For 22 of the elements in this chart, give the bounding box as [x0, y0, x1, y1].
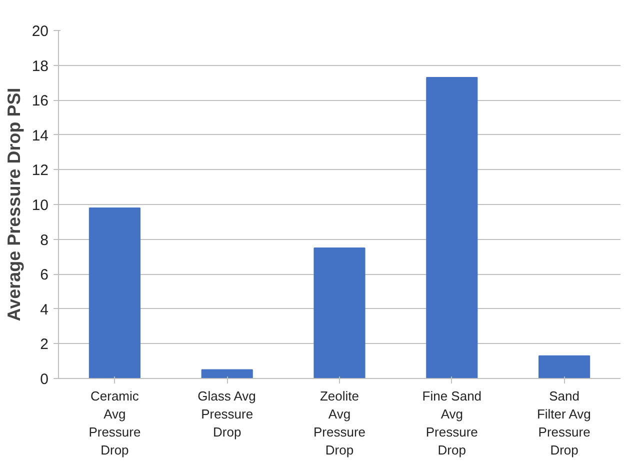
- bar: [426, 76, 478, 378]
- bar: [201, 369, 253, 378]
- bar: [314, 248, 366, 378]
- y-tick-label: 14: [32, 127, 49, 144]
- y-tick-label: 18: [32, 58, 49, 75]
- y-tick-label: 2: [40, 336, 48, 354]
- y-tick-label: 8: [40, 232, 48, 249]
- x-tick-label: Glass Avg Pressure Drop: [198, 388, 256, 440]
- y-axis-title: Average Pressure Drop PSI: [4, 88, 24, 322]
- y-tick-label: 20: [32, 23, 49, 40]
- y-tick-label: 12: [32, 162, 49, 180]
- x-tick-label: Fine Sand Avg Pressure Drop: [422, 388, 482, 458]
- x-tick-label: Zeolite Avg Pressure Drop: [313, 388, 366, 458]
- y-tick-label: 10: [32, 197, 49, 214]
- y-tick-label: 6: [40, 266, 48, 284]
- bar: [88, 207, 140, 378]
- x-tick-label: Ceramic Avg Pressure Drop: [88, 388, 141, 458]
- bar: [538, 355, 590, 378]
- y-tick-label: 0: [40, 371, 48, 388]
- y-tick-label: 4: [40, 301, 48, 318]
- x-tick-label: Sand Filter Avg Pressure Drop: [536, 388, 591, 458]
- y-tick-label: 16: [32, 92, 49, 110]
